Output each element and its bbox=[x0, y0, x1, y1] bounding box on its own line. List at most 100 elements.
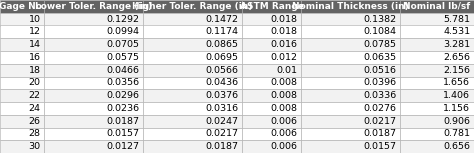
Bar bbox=[301, 38, 400, 51]
Bar bbox=[143, 51, 242, 64]
Bar bbox=[301, 13, 400, 26]
Text: 0.016: 0.016 bbox=[270, 40, 297, 49]
Text: 0.1472: 0.1472 bbox=[205, 15, 238, 24]
Bar bbox=[45, 26, 143, 38]
Text: 26: 26 bbox=[28, 117, 41, 126]
Bar bbox=[143, 102, 242, 115]
Bar bbox=[400, 64, 474, 76]
Bar bbox=[242, 127, 301, 140]
Text: 0.0705: 0.0705 bbox=[106, 40, 139, 49]
Bar bbox=[0, 76, 45, 89]
Text: Nominal lb/sf: Nominal lb/sf bbox=[403, 2, 471, 11]
Text: 0.0994: 0.0994 bbox=[106, 27, 139, 36]
Text: 0.0187: 0.0187 bbox=[106, 117, 139, 126]
Bar bbox=[400, 51, 474, 64]
Bar bbox=[143, 115, 242, 127]
Bar bbox=[45, 51, 143, 64]
Bar bbox=[0, 140, 45, 153]
Bar bbox=[301, 102, 400, 115]
Text: 0.0785: 0.0785 bbox=[363, 40, 396, 49]
Bar bbox=[0, 127, 45, 140]
Text: 0.0296: 0.0296 bbox=[106, 91, 139, 100]
Text: 1.406: 1.406 bbox=[443, 91, 470, 100]
Text: 1.656: 1.656 bbox=[443, 78, 470, 87]
Text: 0.006: 0.006 bbox=[270, 117, 297, 126]
Text: 10: 10 bbox=[28, 15, 41, 24]
Text: 24: 24 bbox=[28, 104, 41, 113]
Bar bbox=[301, 64, 400, 76]
Bar bbox=[242, 51, 301, 64]
Text: 0.0187: 0.0187 bbox=[205, 142, 238, 151]
Bar bbox=[45, 64, 143, 76]
Bar bbox=[400, 13, 474, 26]
Bar bbox=[242, 13, 301, 26]
Text: Higher Toler. Range (in): Higher Toler. Range (in) bbox=[132, 2, 253, 11]
Bar bbox=[143, 38, 242, 51]
Bar bbox=[0, 13, 45, 26]
Text: 0.0635: 0.0635 bbox=[363, 53, 396, 62]
Text: 16: 16 bbox=[28, 53, 41, 62]
Text: 2.656: 2.656 bbox=[443, 53, 470, 62]
Text: 2.156: 2.156 bbox=[443, 66, 470, 75]
Bar bbox=[45, 102, 143, 115]
Text: 0.906: 0.906 bbox=[443, 117, 470, 126]
Text: 20: 20 bbox=[28, 78, 41, 87]
Text: 0.0516: 0.0516 bbox=[363, 66, 396, 75]
Text: 28: 28 bbox=[28, 129, 41, 138]
Text: Lower Toler. Range (in): Lower Toler. Range (in) bbox=[35, 2, 152, 11]
Bar bbox=[400, 76, 474, 89]
Text: 1.156: 1.156 bbox=[443, 104, 470, 113]
Bar bbox=[400, 102, 474, 115]
Bar bbox=[400, 140, 474, 153]
Bar bbox=[45, 127, 143, 140]
Bar bbox=[242, 0, 301, 13]
Bar bbox=[0, 51, 45, 64]
Bar bbox=[45, 38, 143, 51]
Bar bbox=[0, 102, 45, 115]
Bar bbox=[143, 140, 242, 153]
Bar bbox=[400, 89, 474, 102]
Text: 0.1174: 0.1174 bbox=[205, 27, 238, 36]
Text: 0.0466: 0.0466 bbox=[106, 66, 139, 75]
Bar bbox=[143, 26, 242, 38]
Text: 0.0356: 0.0356 bbox=[106, 78, 139, 87]
Text: 22: 22 bbox=[28, 91, 41, 100]
Bar bbox=[0, 0, 45, 13]
Bar bbox=[45, 115, 143, 127]
Text: 0.008: 0.008 bbox=[270, 104, 297, 113]
Text: 0.0316: 0.0316 bbox=[205, 104, 238, 113]
Bar bbox=[242, 64, 301, 76]
Bar bbox=[242, 26, 301, 38]
Text: 0.018: 0.018 bbox=[270, 27, 297, 36]
Bar bbox=[301, 140, 400, 153]
Text: 0.0217: 0.0217 bbox=[363, 117, 396, 126]
Text: 0.781: 0.781 bbox=[443, 129, 470, 138]
Text: 0.0127: 0.0127 bbox=[106, 142, 139, 151]
Text: 5.781: 5.781 bbox=[443, 15, 470, 24]
Text: Gage No.: Gage No. bbox=[0, 2, 46, 11]
Text: 0.1292: 0.1292 bbox=[106, 15, 139, 24]
Bar bbox=[242, 89, 301, 102]
Text: 0.0247: 0.0247 bbox=[205, 117, 238, 126]
Bar bbox=[143, 13, 242, 26]
Bar bbox=[301, 127, 400, 140]
Text: 0.1084: 0.1084 bbox=[363, 27, 396, 36]
Bar bbox=[242, 76, 301, 89]
Text: 0.0575: 0.0575 bbox=[106, 53, 139, 62]
Text: 0.012: 0.012 bbox=[270, 53, 297, 62]
Bar bbox=[242, 115, 301, 127]
Bar bbox=[301, 76, 400, 89]
Text: 3.281: 3.281 bbox=[443, 40, 470, 49]
Bar bbox=[143, 0, 242, 13]
Text: 0.0396: 0.0396 bbox=[363, 78, 396, 87]
Text: 0.006: 0.006 bbox=[270, 129, 297, 138]
Bar bbox=[45, 0, 143, 13]
Text: 0.018: 0.018 bbox=[270, 15, 297, 24]
Bar bbox=[242, 140, 301, 153]
Text: 0.0157: 0.0157 bbox=[106, 129, 139, 138]
Bar bbox=[400, 26, 474, 38]
Text: 0.0865: 0.0865 bbox=[205, 40, 238, 49]
Bar bbox=[400, 38, 474, 51]
Text: 12: 12 bbox=[28, 27, 41, 36]
Text: 4.531: 4.531 bbox=[443, 27, 470, 36]
